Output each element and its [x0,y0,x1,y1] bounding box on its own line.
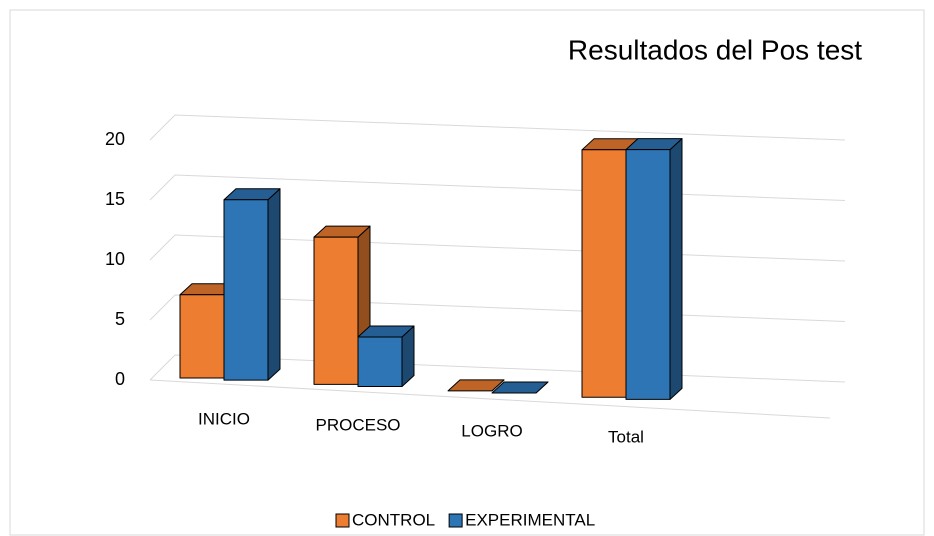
bar-front [625,149,671,400]
y-tick-label: 5 [115,309,125,329]
bar-front [223,199,269,381]
bar-side [669,138,683,400]
bar-top [491,381,549,394]
bar-front [313,236,359,385]
bar-side [267,188,281,381]
chart-title: Resultados del Pos test [568,34,862,65]
grid-line [149,114,846,141]
floor-edge [149,379,831,419]
legend-label: EXPERIMENTAL [465,510,595,529]
y-tick-label: 20 [105,129,125,149]
x-tick-label: INICIO [198,409,250,428]
bar-front [179,294,225,379]
legend-label: CONTROL [352,510,435,529]
y-tick-label: 10 [105,249,125,269]
bar [625,138,683,400]
bar [223,188,281,381]
bar [357,325,415,388]
legend-swatch [335,513,350,528]
chart-border [9,9,925,536]
bar [313,225,371,385]
bar [447,379,505,392]
bar [491,381,549,394]
x-tick-label: PROCESO [315,415,400,434]
bar-top [447,379,505,392]
x-tick-label: LOGRO [461,421,522,440]
bar-front [357,336,403,388]
x-tick-label: Total [608,427,644,446]
y-tick-label: 0 [115,369,125,389]
bar-front [581,149,627,398]
y-tick-label: 15 [105,189,125,209]
legend-swatch [448,513,463,528]
